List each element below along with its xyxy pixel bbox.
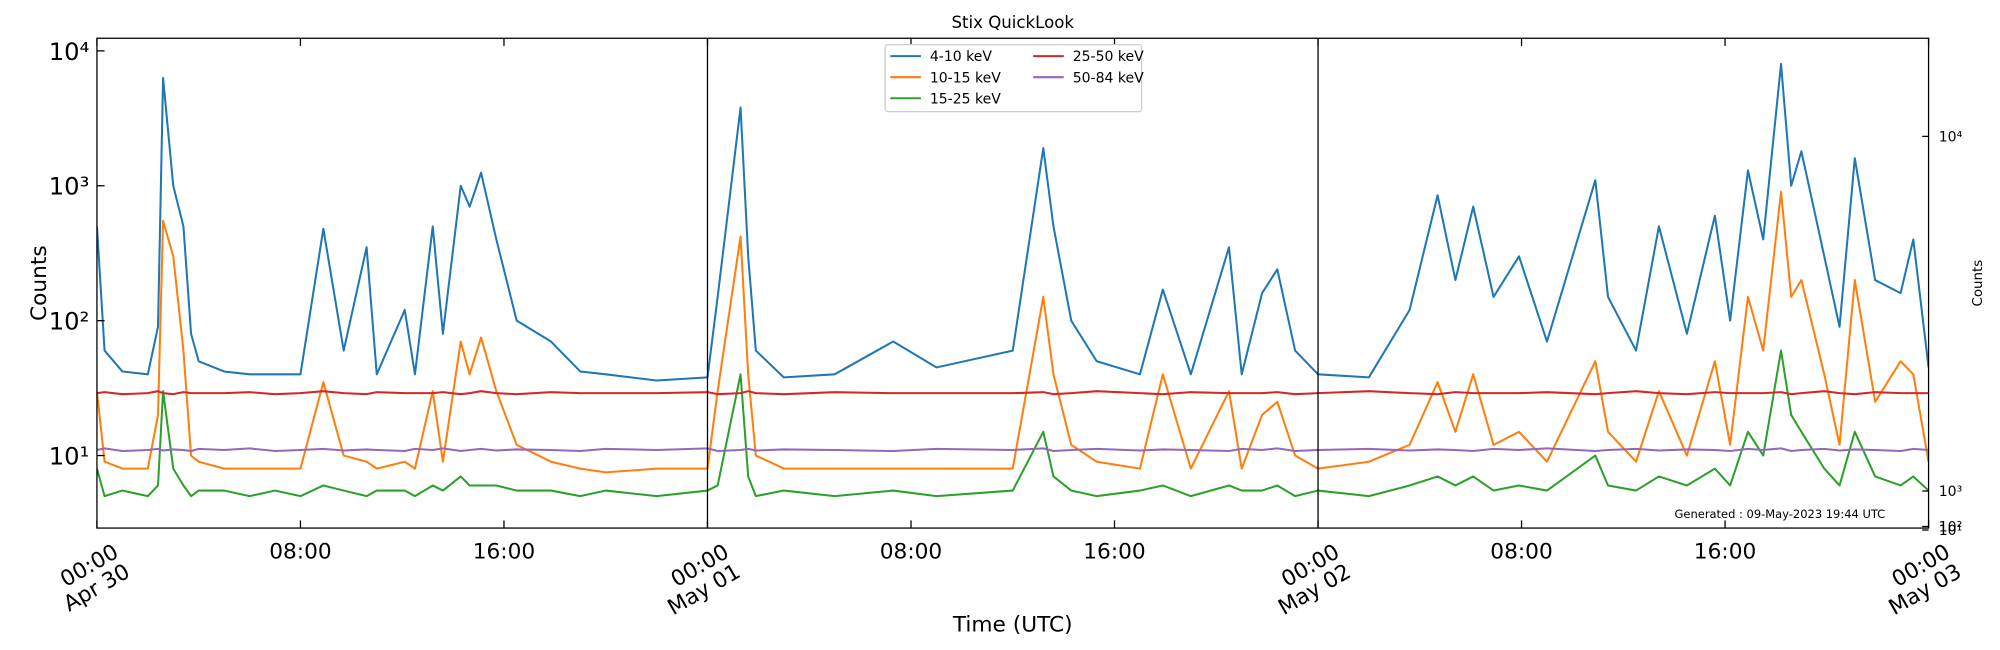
y2-axis-label: Counts [1971,260,1986,307]
legend-label: 25-50 keV [1073,49,1144,65]
x-tick-label: 08:00 [269,540,331,565]
y2-tick-label: 10⁴ [1939,129,1963,145]
series-line [96,447,1929,453]
y2-tick-label: 10¹ [1939,523,1962,539]
y-tick-label: 10² [49,308,90,336]
chart-title: Stix QuickLook [952,13,1075,32]
y2-tick-label: 10³ [1939,484,1962,500]
legend-box [884,44,1143,113]
y-tick-label: 10³ [49,173,90,201]
y-axis-label: Counts [27,245,52,321]
x-tick-label: 16:00 [1694,540,1756,565]
x-tick-label: 16:00 [1083,540,1145,565]
legend-label: 10-15 keV [930,70,1001,86]
series-line [96,349,1929,498]
x-tick-label: 08:00 [1490,540,1552,565]
legend-label: 50-84 keV [1073,70,1144,86]
x-tick-label: 08:00 [880,540,942,565]
y-tick-label: 10⁴ [49,38,90,66]
y2-tick-label: 10² [1939,520,1962,536]
series-line [96,62,1929,382]
plot-frame [96,37,1930,529]
x-axis-label: Time (UTC) [952,612,1073,637]
y-tick-label: 10¹ [49,442,90,470]
annotation: Generated : 09-May-2023 19:44 UTC [1675,507,1886,521]
legend-label: 4-10 keV [930,49,993,65]
legend-label: 15-25 keV [930,91,1001,107]
x-tick-label: 16:00 [473,540,535,565]
series-line [96,390,1929,396]
